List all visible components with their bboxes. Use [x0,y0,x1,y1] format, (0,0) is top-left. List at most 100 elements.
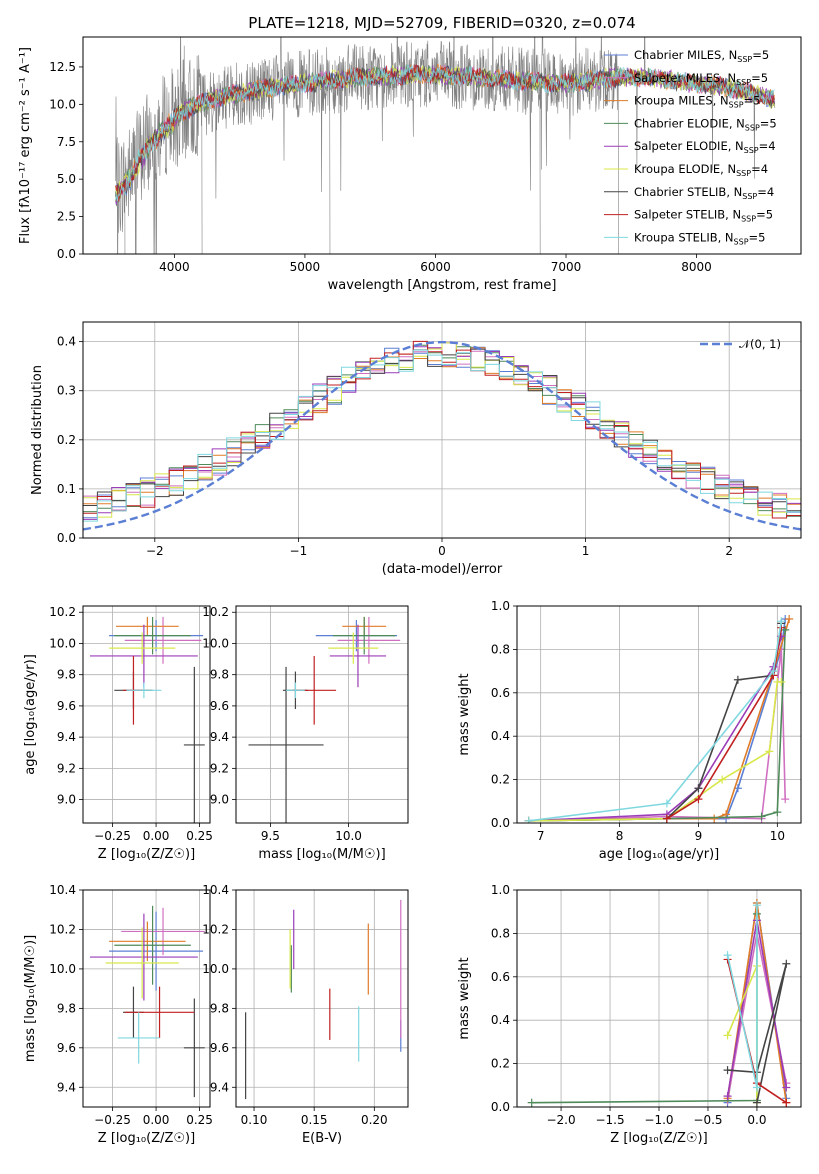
legend-subscript: SSP [736,78,751,87]
legend-subscript: SSP [742,192,757,201]
x-tick-label: −2 [146,544,164,558]
errorbar-point-6 [248,666,324,823]
mass-weight-marker [782,1083,791,1092]
mass-weight-marker [710,814,719,823]
chart-title: PLATE=1218, MJD=52709, FIBERID=0320, z=0… [248,14,635,32]
y-tick-label: 0.0 [491,816,510,830]
mass-weight-line-6 [727,963,788,1103]
mass-weight-marker [694,795,703,804]
y-tick-label: 10.2 [202,922,229,936]
y-tick-label: 0.3 [57,384,76,398]
legend-text: =4 [757,185,774,199]
mass-weight-marker [781,795,790,804]
y-tick-label: 10.0 [49,962,76,976]
errorbar-point-9 [286,682,305,699]
y-tick-label: 9.8 [57,668,76,682]
y-tick-label: 1.0 [491,883,510,897]
x-tick-label: −1.0 [644,1113,673,1127]
y-tick-label: 0.0 [57,531,76,545]
plot-area-residuals [83,322,801,538]
y-tick-label: 12.5 [49,60,76,74]
mass-weight-marker [785,615,794,624]
x-tick-label: 6000 [420,260,451,274]
panel-mass-vs-EBV: 0.10 0.15 0.20 9.4 9.6 9.8 10.0 10.2 10.4 E(B-V) [202,883,409,1146]
errorbar-point-5 [328,632,379,664]
x-tick-label: −0.25 [94,1113,131,1127]
mass-weight-marker [752,1083,761,1092]
y-tick-label: 1.0 [491,599,510,613]
legend-subscript: SSP [741,215,756,224]
panel-massweight-vs-age: 7 8 9 10 0.0 0.2 0.4 0.6 0.8 1.0 age [log₁₀(age/yr… [457,599,802,862]
legend-text: =5 [752,48,769,62]
y-tick-label: 0.2 [491,773,510,787]
mass-weight-marker [723,951,732,960]
axes-frame [516,605,802,824]
y-axis-label: mass weight [457,673,472,755]
mass-weight-marker [662,814,671,823]
x-tick-label: 0.25 [186,829,213,843]
x-axis-label: mass [log₁₀(M/M☉)] [258,847,385,862]
legend-text: =5 [744,94,761,108]
legend-entry-5: Kroupa ELODIE, NSSP=4 [634,162,768,178]
y-tick-label: 9.8 [210,1001,229,1015]
y-tick-label: 9.6 [210,699,229,713]
y-axis-label: Normed distribution [30,365,45,495]
y-tick-label: 0.6 [491,970,510,984]
panel-residuals: −2 −1 0 1 2 0.0 0.1 0.2 0.3 0.4 (data-model)/error… [30,321,802,577]
y-tick-label: 9.4 [210,1080,229,1094]
legend-entry-4: Salpeter ELODIE, NSSP=4 [634,139,776,155]
axes-frame [82,36,802,255]
legend-text: =5 [751,71,768,85]
x-tick-label: 9 [695,829,703,843]
legend-subscript: SSP [736,169,751,178]
y-tick-label: 9.8 [57,1001,76,1015]
axes-frame [82,889,211,1108]
panel-age-vs-Z: −0.25 0.00 0.25 9.0 9.2 9.4 9.6 9.8 10.0 10.2 Z [l… [23,605,213,862]
legend-subscript: SSP [745,123,760,132]
legend-text: Kroupa STELIB, N [634,230,734,244]
x-tick-label: −1 [290,544,308,558]
mass-weight-marker [527,1098,536,1107]
y-tick-label: 9.6 [57,699,76,713]
legend-entry-0: Chabrier MILES, NSSP=5 [634,48,769,64]
x-tick-label: −1.5 [595,1113,624,1127]
x-axis-label: wavelength [Angstrom, rest frame] [328,278,557,293]
y-tick-label: 10.0 [202,962,229,976]
y-axis-label: mass [log₁₀(M/M☉)] [23,935,38,1062]
y-tick-label: 9.0 [210,793,229,807]
x-tick-label: −2.0 [546,1113,575,1127]
legend-entry-8: Kroupa STELIB, NSSP=5 [634,230,765,246]
x-tick-label: 2 [725,544,733,558]
mass-weight-marker [694,784,703,793]
errorbar-point-5 [109,632,176,664]
mass-weight-marker [524,816,533,823]
x-tick-label: 7 [537,829,545,843]
plot-area-age-vs-mass [236,606,408,823]
x-tick-label: 4000 [159,260,190,274]
legend-entry-1: Salpeter MILES, NSSP=5 [634,71,768,87]
errorbar-point-4 [89,913,198,1001]
axes-frame [235,889,409,1108]
y-tick-label: 9.4 [57,730,76,744]
y-tick-label: 10.2 [49,605,76,619]
y-tick-label: 10.4 [49,883,76,897]
histogram-series-8 [83,349,801,522]
plot-area-mass-vs-EBV [236,890,408,1107]
y-tick-label: 0.2 [57,433,76,447]
x-axis-label: Z [log₁₀(Z/Z☉)] [98,847,195,862]
x-tick-label: 0.0 [747,1113,766,1127]
axes-frame [516,889,802,1108]
y-tick-label: 0.4 [57,335,76,349]
x-axis-label: Z [log₁₀(Z/Z☉)] [610,1131,707,1146]
y-tick-label: 10.0 [49,97,76,111]
x-tick-label: 10.0 [335,829,362,843]
plot-area-spectrum [115,37,776,254]
y-tick-label: 0.0 [57,247,76,261]
errorbar-point-9 [126,682,162,699]
y-tick-label: 0.2 [491,1057,510,1071]
gaussian-legend-label: 𝒩(0, 1) [739,337,781,351]
panel-mass-vs-Z: −0.25 0.00 0.25 9.4 9.6 9.8 10.0 10.2 10.4 Z [log… [23,883,213,1146]
y-tick-label: 0.8 [491,642,510,656]
errorbar-point-5 [105,927,179,999]
errorbar-point-6 [183,666,205,823]
